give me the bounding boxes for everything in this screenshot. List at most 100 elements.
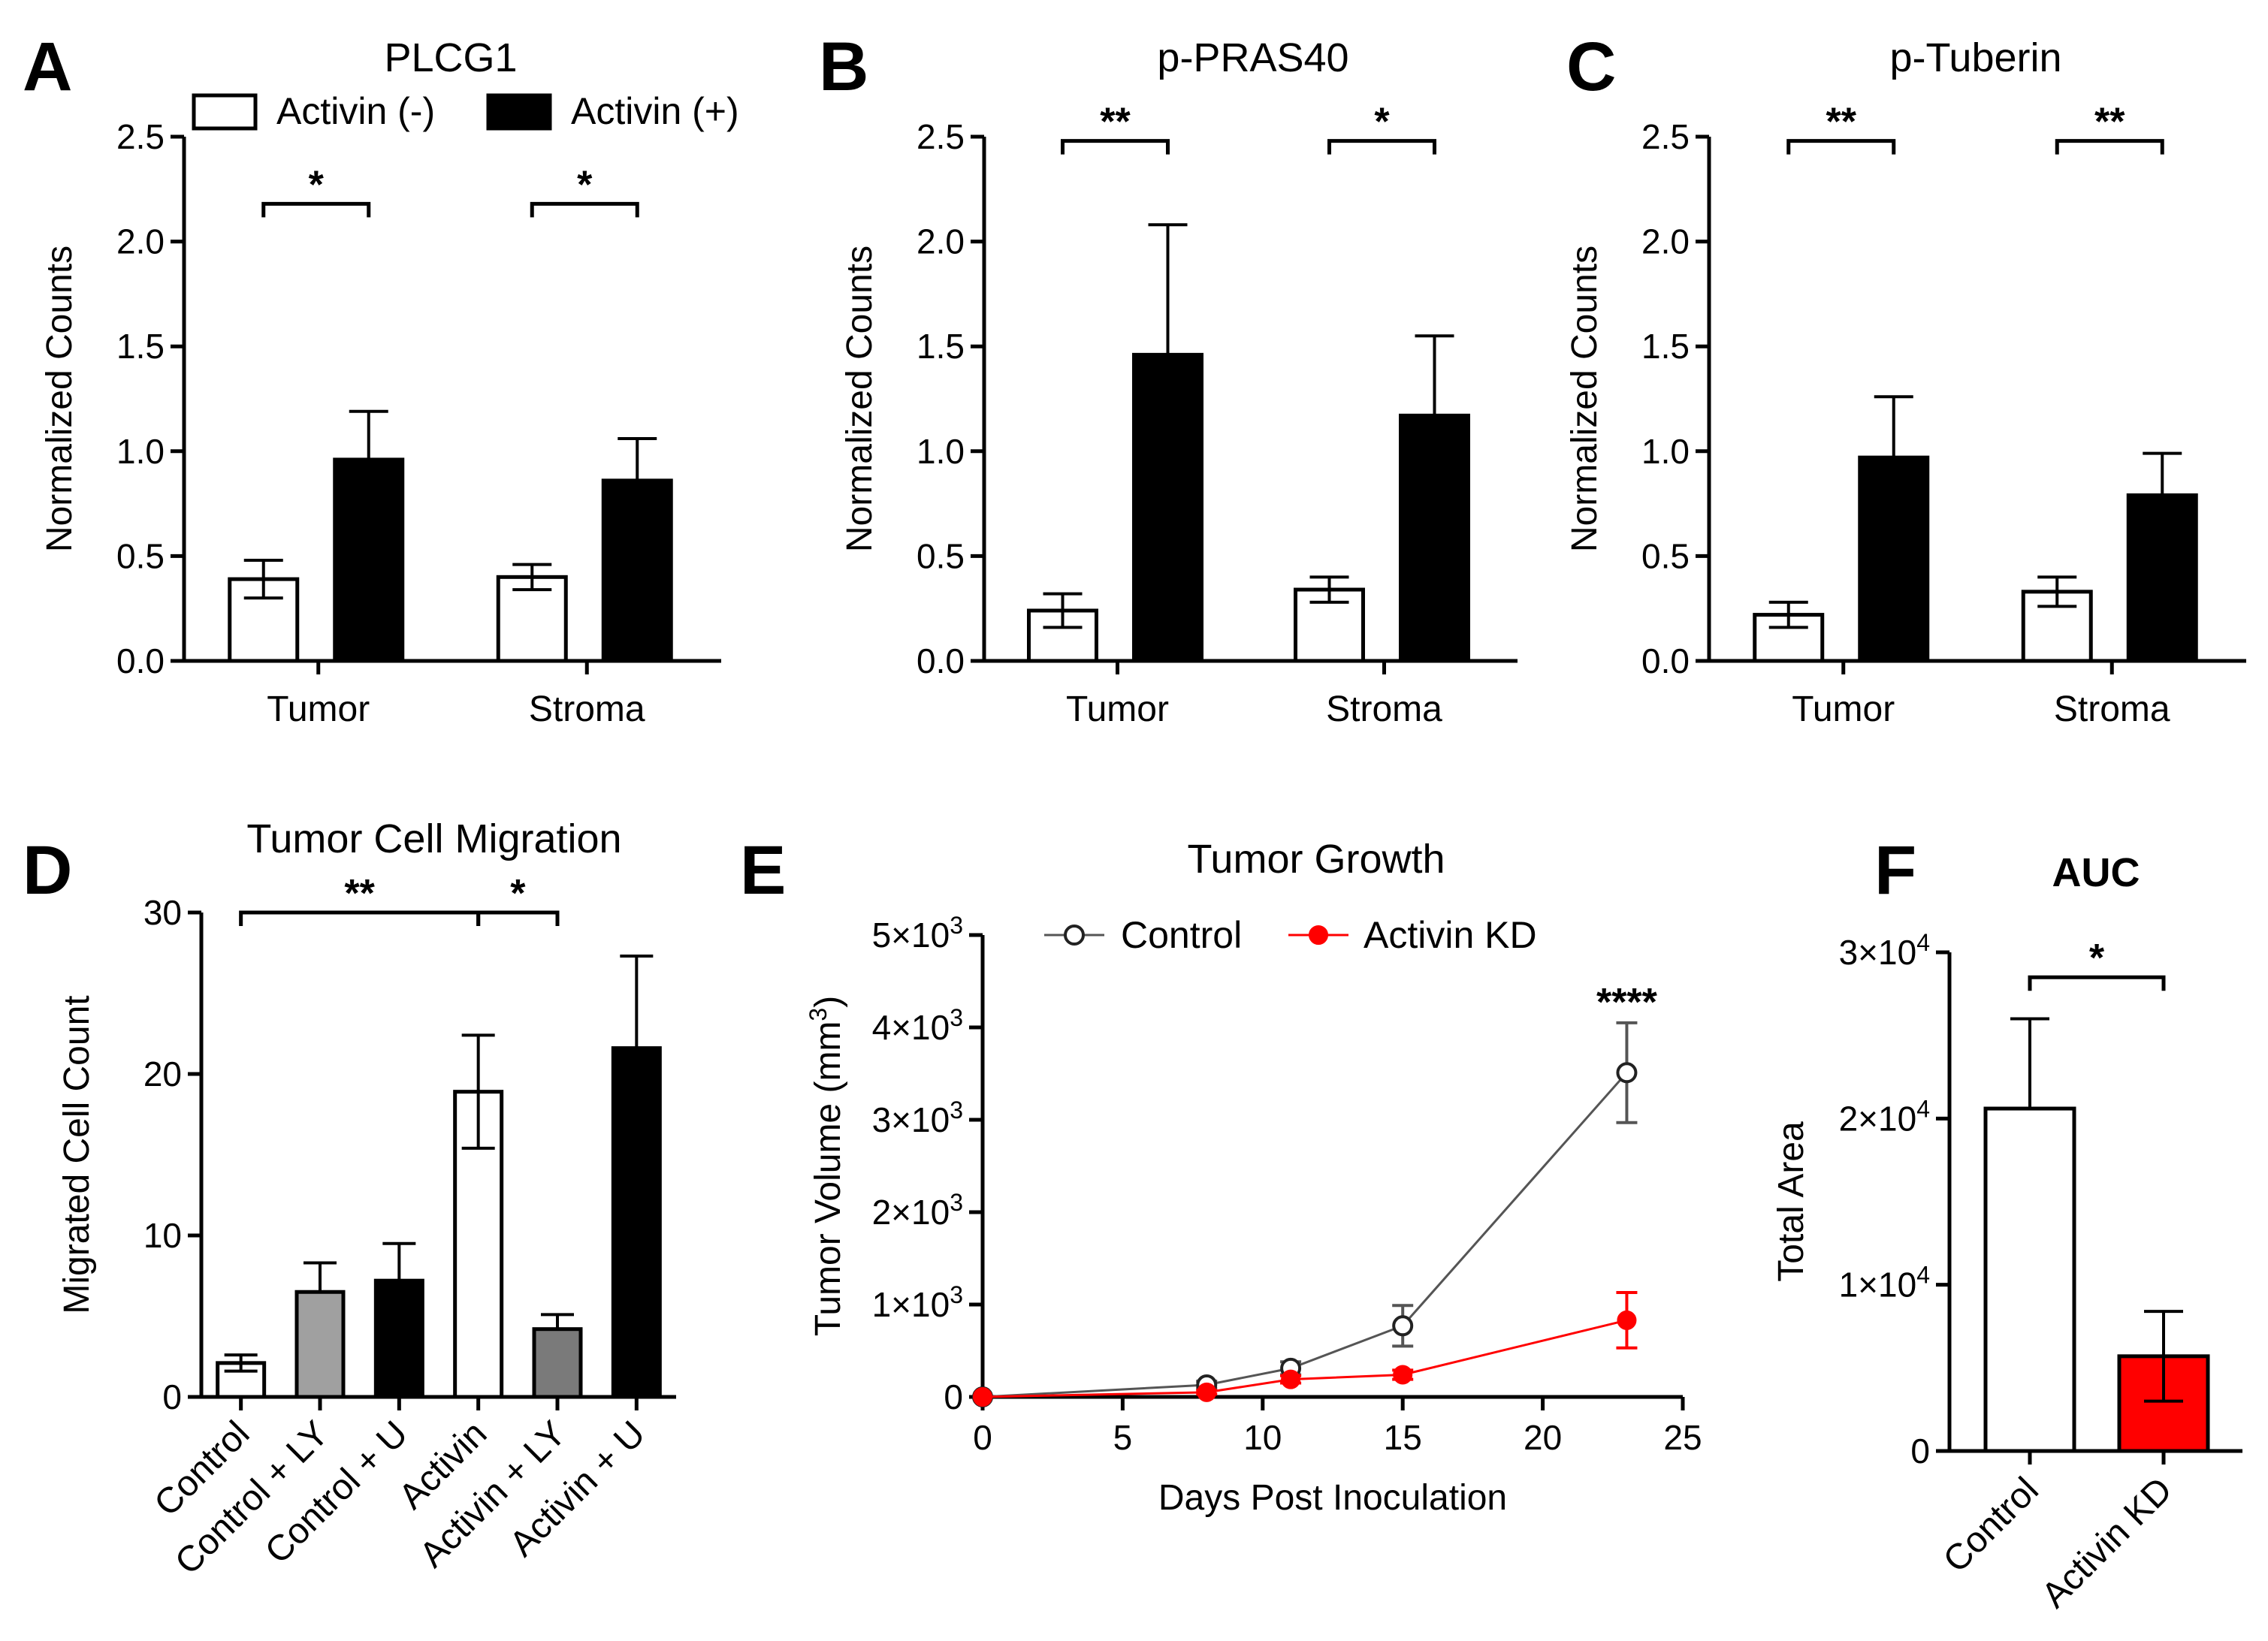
y-tick-label-base: 1×10 [1839,1265,1917,1305]
y-tick-label: 2.5 [116,117,165,156]
bar [611,1046,662,1399]
legend-marker [1064,925,1085,946]
y-tick-label: 1.0 [116,432,165,471]
significance-bracket [1786,139,1896,155]
y-tick-label-sup: 3 [950,1097,963,1124]
chart-title: Tumor Cell Migration [246,816,621,861]
x-category-label: Tumor [1792,689,1895,729]
legend-label: Control [1121,914,1242,956]
y-tick-label: 10 [143,1216,182,1255]
significance-label: * [2089,937,2105,980]
y-tick-label-base: 3×10 [1839,933,1917,972]
y-tick-label-sup: 3 [950,1004,963,1031]
y-tick-label: 2.5 [1641,117,1690,156]
chart-title: Tumor Growth [1187,837,1445,882]
y-tick-label-base: 2×10 [1839,1099,1917,1138]
y-tick-label-base: 0 [944,1377,963,1416]
legend-swatch [486,93,552,131]
y-tick-label: 3×103 [872,1097,963,1139]
y-tick-label: 1.5 [116,327,165,366]
y-tick-label-sup: 4 [1916,1262,1930,1289]
bar [601,478,673,663]
significance-bracket [530,201,639,218]
y-tick-label: 4×103 [872,1004,963,1047]
y-tick-label-base: 5×10 [872,916,950,955]
significance-label: * [510,872,526,916]
bar [1858,455,1930,663]
y-axis-label: Total Area [1771,1121,1811,1282]
chart-title: AUC [2052,850,2140,895]
y-tick-label: 2×104 [1839,1095,1930,1138]
y-tick-label-base: 0 [1910,1431,1930,1471]
y-tick-label-sup: 4 [1916,929,1930,956]
y-axis-label: Normalized Counts [1565,246,1605,552]
bar [333,457,405,663]
y-tick-label: 2×103 [872,1189,963,1232]
y-tick-label: 0 [1910,1431,1930,1471]
y-tick-label: 1.0 [1641,432,1690,471]
significance-bracket [2028,975,2166,991]
legend-label: Activin (-) [276,90,435,132]
y-tick-label: 0.0 [917,641,965,680]
panel-a: A PLCG1 Normalized Counts 0.0 0.5 1.0 1.5 2.0 2.… [23,29,739,729]
x-category-label: Stroma [529,689,645,729]
y-tick-label-base: 4×10 [872,1008,950,1047]
y-axis-label-sup: 3 [805,1008,832,1021]
significance-bracket [1061,139,1170,155]
y-tick-label: 2.5 [917,117,965,156]
significance-label: * [309,163,325,207]
y-tick-label: 2.0 [1641,222,1690,261]
panel-letter: F [1874,832,1916,909]
y-tick-label: 0 [944,1377,963,1416]
bar [1132,352,1203,663]
x-axis-label: Days Post Inoculation [1158,1478,1507,1518]
y-tick-label: 0.0 [116,641,165,680]
y-axis-label: Tumor Volume (mm3) [805,996,848,1336]
data-point [1392,1315,1414,1337]
x-tick-label: 0 [973,1418,992,1457]
y-tick-label-base: 1×10 [872,1285,950,1324]
y-tick-label: 3×104 [1839,929,1930,972]
x-tick-label: 20 [1524,1418,1562,1457]
x-category-label: Stroma [2054,689,2170,729]
y-tick-label: 0.0 [1641,641,1690,680]
x-tick-label: 5 [1113,1418,1133,1457]
significance-bracket [1327,139,1436,155]
significance-label: ** [344,872,375,916]
y-tick-label: 20 [143,1054,182,1093]
x-tick-label: 10 [1243,1418,1282,1457]
y-tick-label: 0.5 [917,536,965,575]
y-tick-label: 1.5 [917,327,965,366]
y-axis-label: Normalized Counts [840,246,880,552]
x-category-label: Tumor [267,689,370,729]
panel-letter: E [740,832,786,909]
y-tick-label: 30 [143,893,182,932]
y-tick-label: 1.5 [1641,327,1690,366]
data-point [973,1387,992,1407]
significance-label: * [577,163,593,207]
bar [532,1327,583,1399]
bar [373,1278,424,1399]
chart-title: PLCG1 [384,35,517,80]
panel-letter: D [23,832,72,909]
y-tick-label: 2.0 [116,222,165,261]
legend-label: Activin (+) [571,90,739,132]
significance-label: ** [2094,101,2125,144]
y-axis-label: Normalized Counts [40,246,80,552]
legend-label: Activin KD [1364,914,1537,956]
y-axis-label-end: ) [808,996,848,1008]
panel-letter: B [819,29,868,105]
y-axis-label-base: Tumor Volume (mm [808,1021,848,1337]
y-axis-label: Migrated Cell Count [57,995,97,1314]
y-tick-label-sup: 3 [950,1189,963,1216]
y-tick-label-sup: 3 [950,912,963,939]
significance-label: ** [1826,101,1857,144]
significance-label: ** [1100,101,1131,144]
legend-marker [1309,925,1328,945]
chart-title: p-PRAS40 [1157,35,1348,80]
data-point [1393,1365,1413,1385]
